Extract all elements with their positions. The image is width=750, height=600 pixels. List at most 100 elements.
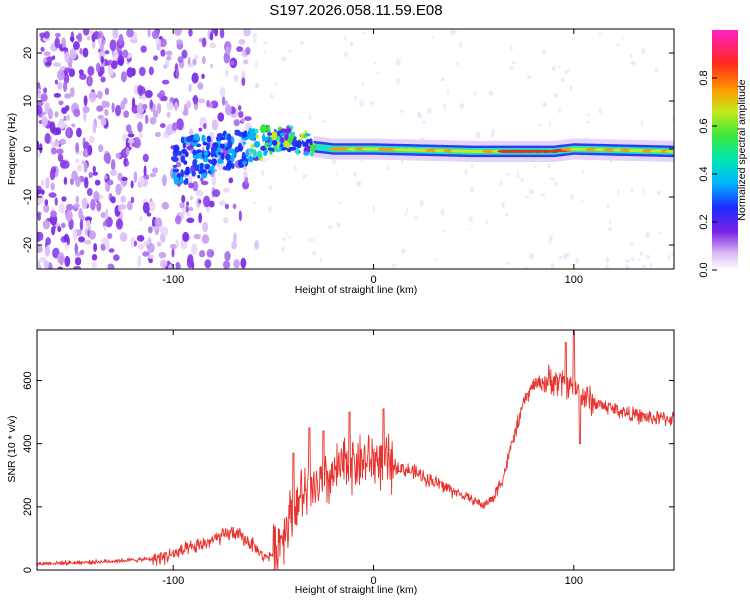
spectrogram-noise-cell bbox=[138, 175, 145, 187]
spectrogram-noise-cell bbox=[44, 199, 49, 206]
spectrogram-noise-cell bbox=[540, 193, 546, 197]
spectrogram-noise-cell bbox=[294, 165, 297, 171]
snr-panel: -100 0 100 0 200 400 600 Height of straight l… bbox=[6, 329, 675, 596]
spectrogram-noise-cell bbox=[223, 217, 229, 224]
spectrogram-noise-cell bbox=[57, 226, 62, 233]
spectrogram-noise-cell bbox=[459, 42, 462, 49]
spectrogram-noise-cell bbox=[87, 74, 92, 87]
spectrogram-noise-cell bbox=[161, 79, 170, 85]
spectrogram-noise-cell bbox=[161, 174, 167, 187]
spectrogram-noise-cell bbox=[224, 251, 231, 262]
spectrogram-noise-cell bbox=[188, 182, 194, 189]
spectrogram-noise-cell bbox=[40, 179, 45, 187]
spectrogram-noise-cell bbox=[61, 222, 66, 229]
spectrogram-noise-cell bbox=[654, 67, 659, 73]
spectrogram-noise-cell bbox=[110, 169, 117, 176]
spectrogram-noise-cell bbox=[188, 63, 195, 68]
spectrogram-noise-cell bbox=[126, 160, 130, 167]
spectrogram-noise-cell bbox=[542, 102, 547, 108]
spectrogram-ytick-label: 0 bbox=[22, 146, 34, 152]
spectrogram-noise-cell bbox=[192, 180, 199, 192]
spectrogram-noise-cell bbox=[189, 195, 193, 201]
spectrogram-noise-cell bbox=[244, 116, 252, 121]
spectrogram-noise-cell bbox=[43, 31, 50, 39]
spectrogram-noise-cell bbox=[108, 248, 115, 253]
spectrogram-noise-cell bbox=[232, 232, 237, 243]
spectrogram-noise-cell bbox=[223, 51, 231, 64]
spectrogram-noise-cell bbox=[396, 77, 401, 85]
spectrogram-noise-cell bbox=[110, 196, 116, 204]
spectrogram-track-cell bbox=[217, 159, 224, 164]
spectrogram-noise-cell bbox=[354, 94, 357, 102]
spectrogram-noise-cell bbox=[186, 201, 190, 207]
spectrogram-noise-cell bbox=[232, 203, 237, 210]
spectrogram-noise-cell bbox=[115, 152, 121, 159]
spectrogram-noise-cell bbox=[57, 266, 64, 269]
spectrogram-noise-cell bbox=[396, 58, 401, 66]
spectrogram-noise-cell bbox=[206, 249, 215, 258]
colorbar-label: Normalized spectral amplitude bbox=[736, 79, 748, 220]
spectrogram-noise-cell bbox=[46, 56, 54, 63]
spectrogram-noise-cell bbox=[105, 208, 109, 220]
spectrogram-noise-cell bbox=[78, 69, 84, 76]
spectrogram-noise-cell bbox=[100, 117, 107, 126]
snr-frame bbox=[36, 329, 675, 571]
spectrogram-noise-cell bbox=[37, 152, 41, 158]
spectrogram-ylabel: Frequency (Hz) bbox=[6, 113, 18, 185]
spectrogram-noise-cell bbox=[98, 37, 102, 46]
spectrogram-noise-cell bbox=[130, 180, 134, 189]
spectrogram-ytick-label: 20 bbox=[22, 47, 34, 59]
spectrogram-noise-cell bbox=[149, 116, 157, 125]
spectrogram-noise-cell bbox=[88, 30, 94, 36]
spectrogram-noise-cell bbox=[109, 39, 117, 52]
spectrogram-noise-cell bbox=[156, 92, 164, 98]
spectrogram-noise-cell bbox=[509, 65, 514, 70]
spectrogram-track-cell bbox=[241, 132, 248, 138]
spectrogram-noise-cell bbox=[255, 62, 258, 69]
spectrogram-noise-cell bbox=[640, 250, 643, 257]
spectrogram-noise-cell bbox=[66, 126, 71, 139]
spectrogram-noise-cell bbox=[233, 259, 240, 269]
spectrogram-track-cell bbox=[227, 160, 232, 165]
spectrogram-track-cell bbox=[192, 139, 198, 143]
spectrogram-noise-cell bbox=[228, 177, 234, 184]
spectrogram-noise-cell bbox=[630, 257, 635, 262]
spectrogram-noise-cell bbox=[123, 110, 130, 119]
spectrogram-noise-cell bbox=[50, 182, 55, 191]
spectrogram-noise-cell bbox=[335, 173, 338, 176]
spectrogram-noise-cell bbox=[195, 189, 204, 197]
spectrogram-noise-cell bbox=[211, 119, 219, 131]
spectrogram-track-cell bbox=[253, 141, 261, 148]
spectrogram-noise-cell bbox=[604, 264, 610, 269]
spectrogram-noise-cell bbox=[37, 193, 44, 205]
spectrogram-noise-cell bbox=[79, 219, 84, 231]
spectrogram-noise-cell bbox=[442, 77, 445, 82]
spectrogram-noise-cell bbox=[550, 263, 555, 269]
spectrogram-noise-cell bbox=[64, 67, 71, 73]
snr-xtick-label: 100 bbox=[565, 575, 583, 587]
spectrogram-noise-cell bbox=[54, 37, 60, 49]
spectrogram-noise-cell bbox=[41, 116, 48, 127]
snr-ytick-label: 200 bbox=[22, 498, 34, 516]
spectrogram-noise-cell bbox=[288, 48, 292, 53]
spectrogram-noise-cell bbox=[488, 90, 494, 96]
spectrogram-noise-cell bbox=[645, 254, 651, 260]
spectrogram-noise-cell bbox=[88, 225, 92, 232]
spectrogram-noise-cell bbox=[148, 254, 155, 259]
spectrogram-noise-cell bbox=[151, 167, 159, 174]
spectrogram-noise-cell bbox=[308, 115, 312, 120]
spectrogram-noise-cell bbox=[137, 255, 142, 268]
spectrogram-xtick-label: 100 bbox=[565, 274, 583, 286]
spectrogram-noise-cell bbox=[470, 163, 474, 168]
spectrogram-noise-cell bbox=[142, 251, 150, 257]
spectrogram-noise-cell bbox=[404, 212, 408, 216]
spectrogram-noise-cell bbox=[79, 249, 85, 256]
spectrogram-noise-cell bbox=[192, 94, 199, 105]
spectrogram-noise-cell bbox=[137, 243, 145, 250]
spectrogram-noise-cell bbox=[144, 89, 153, 99]
spectrogram-track-cell bbox=[234, 131, 241, 136]
spectrogram-noise-cell bbox=[520, 177, 524, 182]
spectrogram-noise-cell bbox=[416, 112, 420, 118]
spectrogram-track-cell bbox=[172, 168, 180, 173]
spectrogram-noise-cell bbox=[56, 148, 64, 155]
